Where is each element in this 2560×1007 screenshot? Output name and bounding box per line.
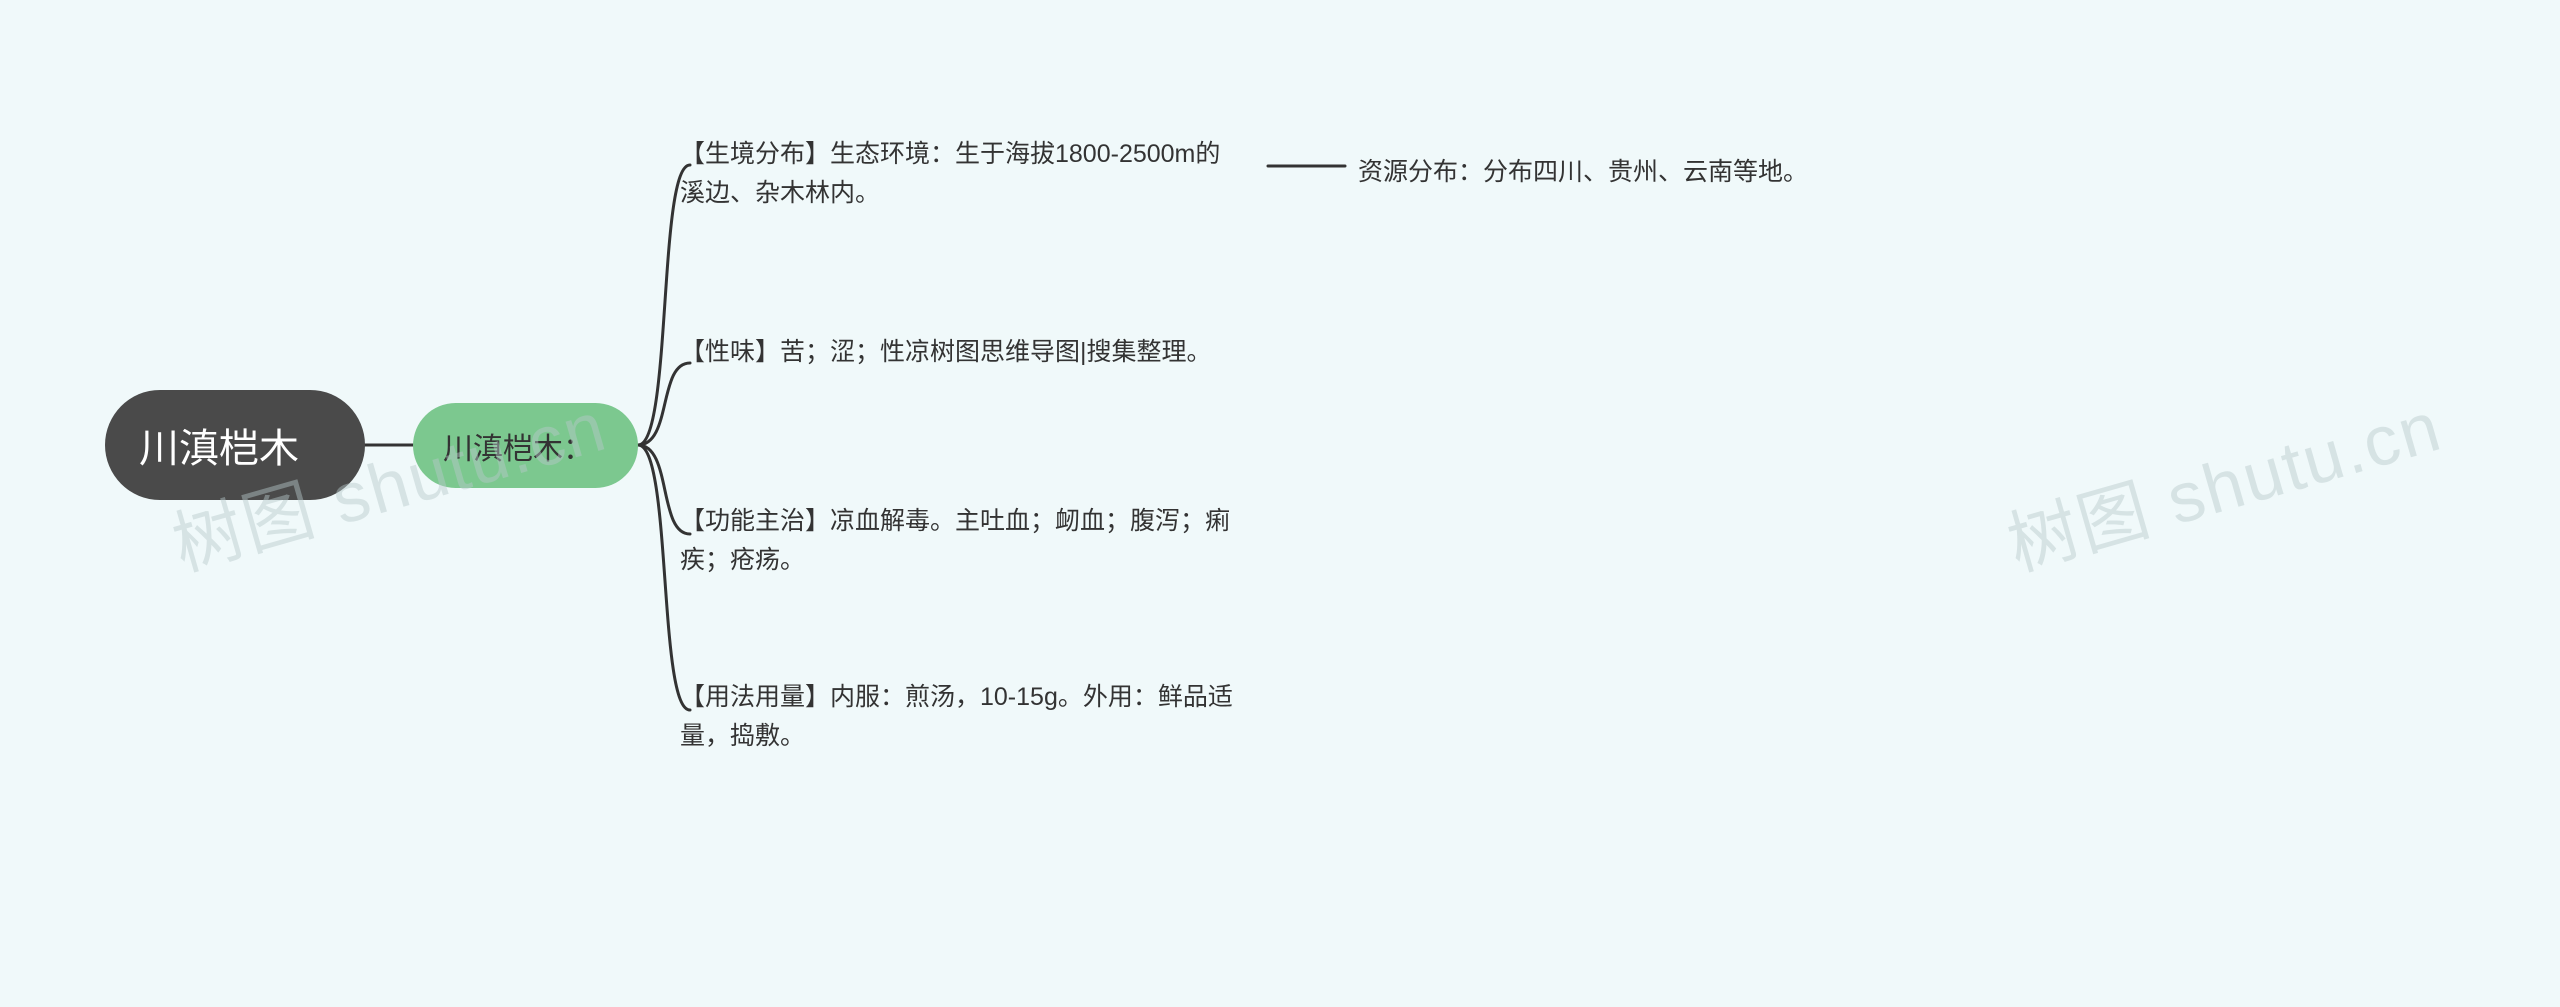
leaf-habitat[interactable]: 【生境分布】生态环境：生于海拔1800-2500m的溪边、杂木林内。 xyxy=(680,135,1240,213)
leaf-function-text: 【功能主治】凉血解毒。主吐血；衂血；腹泻；痢疾；疮疡。 xyxy=(680,507,1230,574)
watermark: 树图 shutu.cn xyxy=(1995,370,2452,590)
level1-node[interactable]: 川滇桤木： xyxy=(413,403,638,488)
leaf-usage[interactable]: 【用法用量】内服：煎汤，10-15g。外用：鲜品适量，捣敷。 xyxy=(680,678,1240,756)
leaf-function[interactable]: 【功能主治】凉血解毒。主吐血；衂血；腹泻；痢疾；疮疡。 xyxy=(680,502,1240,580)
leaf-distribution-text: 资源分布：分布四川、贵州、云南等地。 xyxy=(1358,158,1808,186)
root-label: 川滇桤木 xyxy=(139,416,299,474)
root-node[interactable]: 川滇桤木 xyxy=(105,390,365,500)
level1-label: 川滇桤木： xyxy=(443,424,593,468)
leaf-nature[interactable]: 【性味】苦；涩；性凉树图思维导图|搜集整理。 xyxy=(680,333,1212,372)
connector-layer xyxy=(0,0,2560,1007)
leaf-habitat-text: 【生境分布】生态环境：生于海拔1800-2500m的溪边、杂木林内。 xyxy=(680,140,1220,207)
mindmap-canvas: 川滇桤木 川滇桤木： 【生境分布】生态环境：生于海拔1800-2500m的溪边、… xyxy=(0,0,2560,1007)
leaf-distribution[interactable]: 资源分布：分布四川、贵州、云南等地。 xyxy=(1358,153,1808,192)
leaf-nature-text: 【性味】苦；涩；性凉树图思维导图|搜集整理。 xyxy=(680,338,1212,366)
leaf-usage-text: 【用法用量】内服：煎汤，10-15g。外用：鲜品适量，捣敷。 xyxy=(680,683,1233,750)
